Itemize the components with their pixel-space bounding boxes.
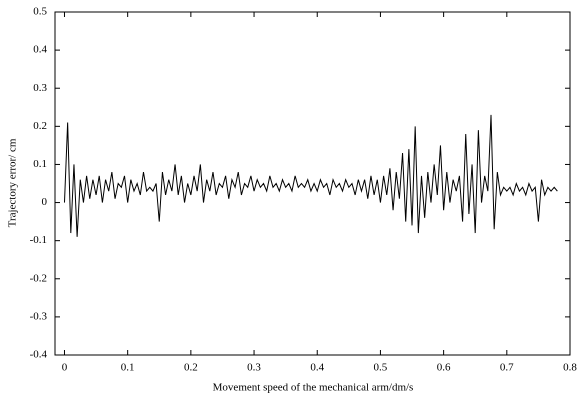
y-tick-label: 0.1	[33, 158, 47, 170]
y-tick-label: 0	[42, 196, 48, 208]
plot-frame	[54, 11, 571, 356]
y-tick-label: 0.5	[33, 6, 47, 18]
x-tick-label: 0.2	[184, 362, 198, 374]
x-tick-label: 0.7	[500, 362, 514, 374]
y-tick-label: -0.1	[30, 234, 47, 246]
y-tick-label: 0.4	[33, 44, 47, 56]
x-tick-label: 0.6	[437, 362, 451, 374]
x-tick-label: 0	[62, 362, 68, 374]
y-tick-label: -0.3	[30, 310, 48, 322]
x-tick-label: 0.5	[374, 362, 388, 374]
y-axis-label: Trajectory error/ cm	[7, 138, 19, 227]
y-tick-label: 0.2	[33, 120, 47, 132]
y-tick-label: -0.2	[30, 272, 47, 284]
x-tick-label: 0.3	[247, 362, 261, 374]
x-tick-label: 0.1	[121, 362, 135, 374]
y-tick-label: -0.4	[30, 349, 48, 361]
y-tick-label: 0.3	[33, 82, 47, 94]
x-axis-label: Movement speed of the mechanical arm/dm/…	[213, 382, 414, 394]
x-tick-label: 0.4	[310, 362, 324, 374]
x-tick-label: 0.8	[563, 362, 577, 374]
data-line	[63, 114, 558, 237]
